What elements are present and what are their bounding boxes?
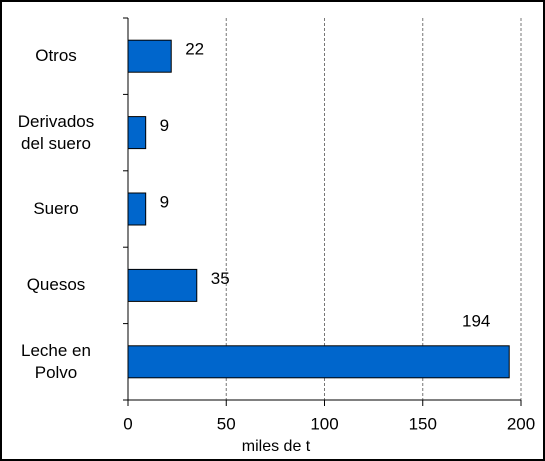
- x-axis-label: miles de t: [242, 438, 311, 455]
- y-tick-label: Suero: [33, 199, 79, 218]
- y-tick-label: Quesos: [26, 275, 86, 295]
- bar: [127, 192, 147, 226]
- bar: [127, 345, 510, 379]
- y-tick-label: Leche en Polvo: [21, 340, 91, 382]
- value-label: 9: [160, 192, 169, 211]
- bar: [127, 268, 198, 302]
- x-tick-label: 150: [409, 414, 437, 433]
- value-label: 35: [211, 269, 230, 288]
- x-tick-label: 0: [123, 414, 132, 433]
- bar: [127, 39, 172, 73]
- value-label: 9: [160, 116, 169, 135]
- x-tick-label: 50: [217, 414, 236, 433]
- y-tick-label: Otros: [35, 46, 77, 66]
- x-tick-label: 200: [507, 414, 535, 433]
- x-tick-label: 100: [310, 414, 338, 433]
- bar: [127, 116, 147, 150]
- y-tick-label: Derivados del suero: [17, 111, 95, 153]
- value-label: 22: [185, 40, 204, 59]
- value-label: 194: [462, 311, 490, 330]
